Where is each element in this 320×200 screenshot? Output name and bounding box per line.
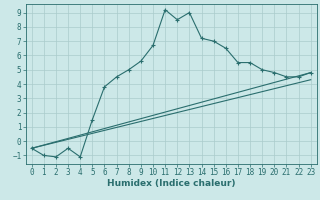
X-axis label: Humidex (Indice chaleur): Humidex (Indice chaleur) xyxy=(107,179,236,188)
